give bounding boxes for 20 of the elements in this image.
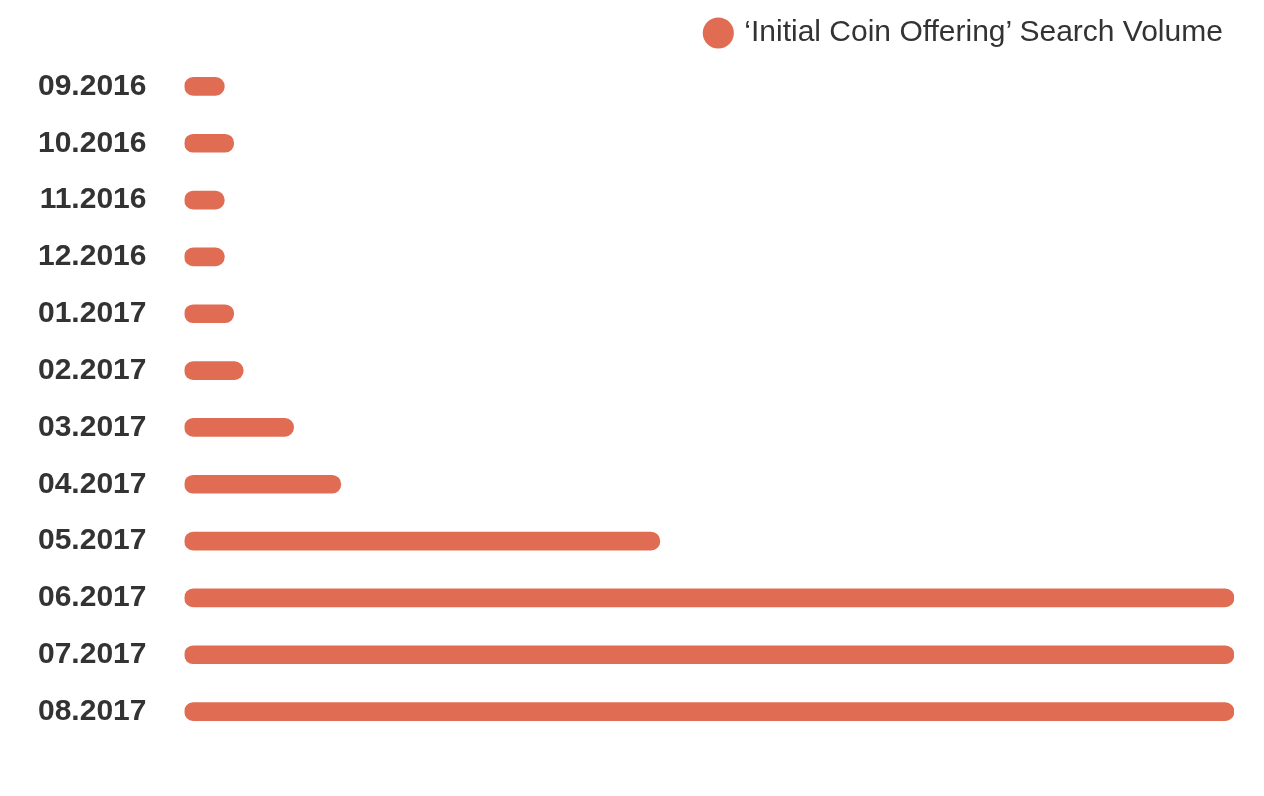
y-tick-label: 12.2016 (37, 238, 147, 272)
bar (184, 474, 342, 494)
bar (184, 702, 1234, 721)
y-tick-label: 08.2017 (37, 692, 147, 726)
y-tick-label: 11.2016 (39, 181, 147, 215)
y-tick-label: 10.2016 (37, 124, 147, 158)
y-tick-label: 07.2017 (37, 636, 147, 670)
y-tick-label: 01.2017 (37, 295, 147, 329)
bar (184, 645, 1234, 665)
y-tick-label: 09.2016 (37, 67, 147, 101)
y-tick-label: 03.2017 (37, 408, 147, 442)
bar (184, 361, 244, 380)
bar (184, 531, 661, 551)
bar (184, 588, 1234, 608)
bar (184, 418, 294, 437)
y-tick-label: 02.2017 (37, 351, 147, 385)
y-tick-label: 06.2017 (37, 579, 147, 613)
y-tick-label: 05.2017 (37, 522, 147, 556)
y-tick-label: 04.2017 (37, 465, 147, 499)
legend-label: ‘Initial Coin Offering’ Search Volume (744, 14, 1223, 48)
